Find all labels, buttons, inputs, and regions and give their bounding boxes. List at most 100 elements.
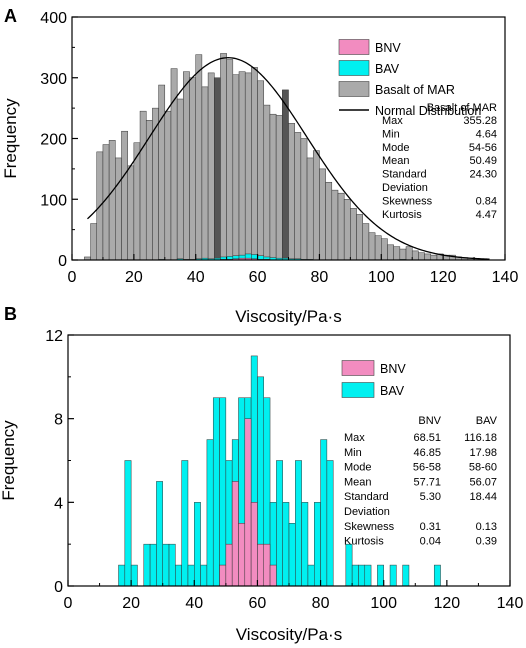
normal-distribution-curve	[87, 57, 490, 260]
bar-bav	[168, 543, 176, 587]
y-tick-label: 4	[54, 495, 63, 512]
y-tick-label: 0	[54, 579, 63, 596]
stats-label: Min	[382, 128, 400, 140]
bars-group	[118, 355, 441, 587]
bar-bav	[288, 523, 296, 587]
x-tick-label: 100	[368, 269, 395, 286]
bar-bav	[212, 397, 220, 587]
bar-bav	[389, 564, 397, 587]
bar-basalt-of-mar	[411, 250, 419, 261]
bar-bav	[276, 460, 283, 587]
y-axis-title: Frequency	[1, 98, 20, 179]
bar-basalt-of-mar	[424, 253, 432, 261]
panel-a: A 0 20 40 60 80 100 120 140 0 100 200 300 400 Viscosit…	[1, 6, 518, 326]
x-axis-title: Viscosity/Pa·s	[236, 625, 342, 644]
bar-bnv	[225, 543, 233, 587]
bar-basalt-of-mar	[115, 157, 122, 261]
bar-bnv	[219, 564, 227, 587]
bar-basalt-of-mar	[164, 110, 172, 261]
x-tick-label: 40	[185, 595, 203, 612]
x-tick-label: 120	[430, 269, 457, 286]
bar-bav	[156, 481, 163, 587]
legend-label: Basalt of MAR	[375, 83, 455, 97]
stats-label: Kurtosis	[382, 209, 422, 221]
stats-value: 4.64	[476, 128, 497, 140]
bar-basalt-of-mar	[288, 123, 295, 261]
legend-swatch	[338, 39, 370, 55]
bar-basalt-of-mar	[275, 115, 283, 261]
bar-basalt-of-mar	[90, 223, 97, 261]
stats-label: Skewness	[382, 195, 433, 207]
panel-b: B 0 20 40 60 80 100 120 140 0 4 8 12 Viscosity/Pa·s Fr…	[0, 304, 523, 644]
bar-basalt-of-mar	[399, 248, 407, 261]
bar-basalt-of-mar	[189, 77, 196, 261]
bar-bav	[282, 502, 290, 587]
bar-basalt-of-mar	[251, 67, 258, 261]
stats-value: 0.13	[476, 521, 497, 533]
bar-bav	[118, 564, 126, 587]
bar-bnv	[238, 523, 246, 587]
bar-bav	[326, 460, 334, 587]
stats-header: BAV	[476, 415, 498, 427]
x-tick-label: 100	[370, 595, 397, 612]
x-tick-label: 60	[249, 595, 267, 612]
bar-basalt-of-mar	[214, 77, 221, 261]
bar-basalt-of-mar	[381, 238, 388, 261]
legend: BNV BAV Basalt of MAR Normal Distribution	[338, 39, 481, 118]
bar-basalt-of-mar	[368, 232, 376, 261]
y-tick-label: 100	[40, 192, 67, 209]
stats-value: 56.07	[469, 476, 497, 488]
legend-swatch	[338, 60, 370, 76]
bar-basalt-of-mar	[356, 214, 363, 261]
bar-basalt-of-mar	[269, 113, 277, 261]
bar-bnv	[269, 564, 277, 587]
stats-value: 0.31	[420, 521, 441, 533]
bar-bnv	[231, 481, 239, 587]
stats-value: 56-58	[413, 462, 441, 474]
bar-basalt-of-mar	[139, 110, 147, 261]
stats-label: Mean	[382, 155, 410, 167]
bar-basalt-of-mar	[108, 140, 116, 261]
x-tick-label: 0	[64, 595, 73, 612]
stats-label: Max	[382, 115, 403, 127]
x-tick-label: 60	[249, 269, 267, 286]
bar-bav	[402, 564, 410, 587]
bar-basalt-of-mar	[183, 71, 190, 261]
stats-value: 57.71	[413, 476, 441, 488]
x-tick-label: 140	[497, 595, 524, 612]
x-tick-label: 140	[492, 269, 519, 286]
x-tick-label: 0	[68, 269, 77, 286]
stats-value: 17.98	[469, 447, 497, 459]
bar-bav	[301, 502, 309, 587]
y-axis-title: Frequency	[0, 420, 18, 501]
bar-basalt-of-mar	[158, 84, 166, 261]
stats-value: 68.51	[413, 432, 441, 444]
bar-basalt-of-mar	[238, 71, 246, 261]
x-tick-label: 80	[311, 269, 329, 286]
bar-basalt-of-mar	[220, 53, 227, 261]
bar-bav	[143, 543, 151, 587]
legend-label: BNV	[375, 41, 401, 55]
legend: BNV BAV	[341, 360, 406, 398]
bar-bav	[358, 564, 366, 587]
bar-basalt-of-mar	[257, 80, 265, 261]
bar-basalt-of-mar	[195, 54, 203, 261]
bar-basalt-of-mar	[418, 252, 425, 261]
bar-basalt-of-mar	[343, 199, 351, 261]
stats-label: Mean	[344, 476, 372, 488]
stats-label: Min	[344, 447, 362, 459]
bar-basalt-of-mar	[331, 189, 339, 261]
x-tick-label: 80	[312, 595, 330, 612]
stats-value: 18.44	[469, 491, 497, 503]
bar-basalt-of-mar	[282, 89, 289, 261]
bar-basalt-of-mar	[325, 181, 333, 261]
panel-letter: B	[4, 304, 17, 324]
bar-bav	[219, 397, 227, 587]
bar-basalt-of-mar	[319, 168, 326, 261]
bar-bav	[320, 439, 328, 587]
y-tick-label: 200	[40, 132, 67, 149]
bar-basalt-of-mar	[121, 130, 128, 261]
x-axis-title: Viscosity/Pa·s	[235, 307, 341, 326]
bar-basalt-of-mar	[306, 157, 314, 261]
panel-letter: A	[4, 6, 17, 26]
